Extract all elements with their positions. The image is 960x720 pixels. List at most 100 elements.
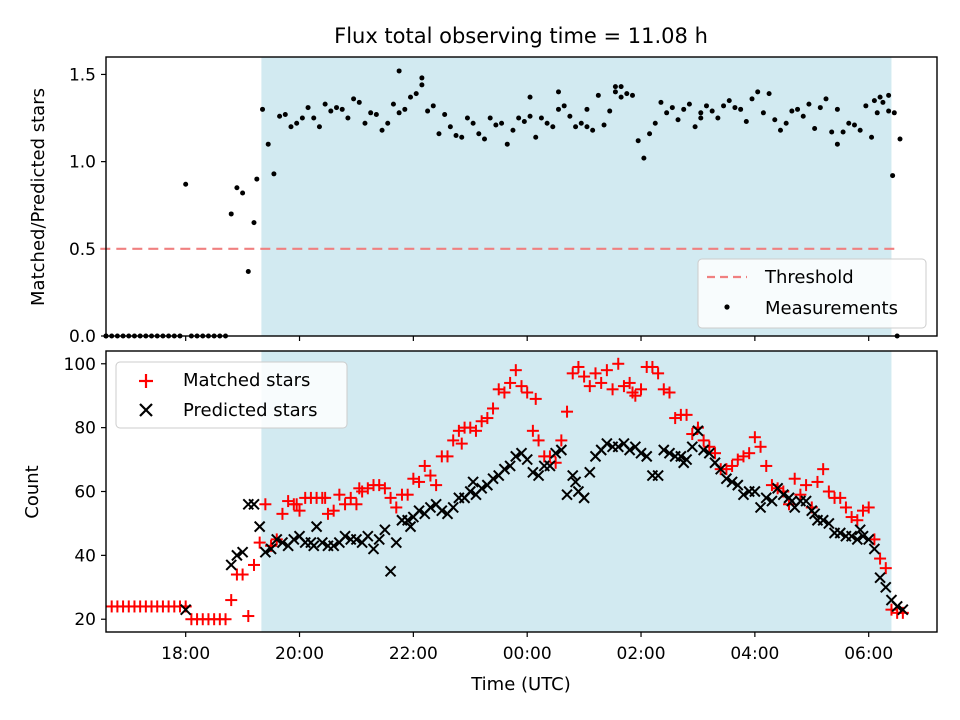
measurement-point xyxy=(328,108,334,114)
counts-legend: Matched stars Predicted stars xyxy=(115,361,348,429)
measurement-point xyxy=(823,96,829,102)
measurement-point xyxy=(834,106,840,112)
predicted-star-point xyxy=(447,501,459,514)
measurement-point xyxy=(703,103,709,109)
matched-star-point xyxy=(868,533,881,546)
measurement-point xyxy=(373,112,379,118)
predicted-star-point xyxy=(464,485,476,498)
measurement-point xyxy=(698,115,704,121)
predicted-star-point xyxy=(777,488,790,501)
measurement-point xyxy=(228,211,234,217)
predicted-star-point xyxy=(498,463,511,475)
measurement-point xyxy=(584,124,590,130)
measurement-point xyxy=(234,185,240,191)
matched-star-point xyxy=(515,380,528,393)
measurement-point xyxy=(851,122,857,128)
predicted-star-point xyxy=(544,460,556,472)
measurement-point xyxy=(612,89,618,95)
measurement-point xyxy=(726,98,732,104)
ratio-y-tick-label: 0.5 xyxy=(69,240,96,260)
predicted-star-point xyxy=(561,488,573,501)
x-tick-label: 00:00 xyxy=(503,644,552,664)
measurement-point xyxy=(664,110,670,116)
matched-star-point xyxy=(862,501,875,514)
predicted-star-point xyxy=(726,476,738,488)
matched-star-point xyxy=(635,383,648,396)
predicted-star-point xyxy=(225,559,237,571)
matched-star-point xyxy=(390,501,403,514)
predicted-star-point xyxy=(350,533,363,546)
matched-star-point xyxy=(623,376,636,389)
matched-star-point xyxy=(543,450,556,463)
counts-y-tick-label: 20 xyxy=(74,610,96,630)
legend-measurements-swatch xyxy=(724,304,730,310)
measurement-point xyxy=(396,68,402,74)
matched-star-point xyxy=(276,507,289,520)
predicted-star-point xyxy=(271,533,283,546)
matched-star-point xyxy=(509,364,522,377)
matched-star-point xyxy=(788,472,801,485)
measurement-point xyxy=(402,106,408,112)
measurement-point xyxy=(777,127,783,133)
predicted-star-point xyxy=(851,533,864,546)
measurement-point xyxy=(675,117,681,123)
measurement-point xyxy=(510,127,516,133)
measurement-point xyxy=(447,124,453,130)
matched-star-point xyxy=(339,498,352,511)
matched-star-point xyxy=(353,482,366,495)
measurement-point xyxy=(658,99,664,105)
measurement-point xyxy=(305,105,311,111)
measurement-point xyxy=(265,141,271,147)
predicted-star-point xyxy=(231,549,243,562)
counts-axis-ticks: 18:00 20:00 22:00 00:00 02:00 04:00 06:00 20 40 6… xyxy=(64,355,894,664)
counts-y-tick-label: 60 xyxy=(74,483,96,503)
predicted-stars-points xyxy=(179,425,909,616)
measurement-point xyxy=(877,94,883,100)
matched-star-point xyxy=(566,367,579,380)
matched-star-point xyxy=(646,360,659,373)
predicted-star-point xyxy=(310,520,323,533)
predicted-star-point xyxy=(475,482,488,495)
predicted-star-point xyxy=(612,441,624,453)
predicted-star-point xyxy=(678,457,690,469)
measurement-point xyxy=(464,115,470,121)
predicted-star-point xyxy=(487,473,499,485)
measurement-point xyxy=(260,106,266,112)
measurement-point xyxy=(755,89,761,95)
predicted-star-point xyxy=(567,469,579,482)
measurement-point xyxy=(890,173,896,179)
matched-star-point xyxy=(430,479,443,492)
predicted-star-point xyxy=(288,533,300,546)
predicted-star-point xyxy=(578,492,590,504)
matched-star-point xyxy=(424,469,437,482)
x-tick-label: 02:00 xyxy=(617,644,666,664)
matched-star-point xyxy=(626,386,639,399)
measurement-point xyxy=(567,113,573,119)
measurement-point xyxy=(686,101,692,107)
matched-star-point xyxy=(259,498,272,511)
measurement-point xyxy=(590,127,596,133)
predicted-star-point xyxy=(663,447,676,459)
measurement-point xyxy=(635,138,641,144)
measurement-point xyxy=(453,132,459,138)
matched-star-point xyxy=(293,504,306,517)
predicted-star-point xyxy=(834,527,846,539)
predicted-star-point xyxy=(467,476,479,488)
measurement-point xyxy=(863,103,869,109)
matched-star-point xyxy=(526,424,539,437)
counts-panel: 18:00 20:00 22:00 00:00 02:00 04:00 06:00 20 40 6… xyxy=(22,350,938,695)
predicted-star-point xyxy=(845,530,858,542)
matched-star-point xyxy=(612,357,625,370)
measurement-point xyxy=(245,268,251,274)
ratio-y-axis-label: Matched/Predicted stars xyxy=(28,88,49,306)
measurement-point xyxy=(766,91,772,97)
measurement-point xyxy=(459,134,465,140)
predicted-star-point xyxy=(555,444,568,456)
measurement-point xyxy=(561,103,567,109)
measurement-point xyxy=(732,105,738,111)
predicted-star-point xyxy=(253,520,266,533)
matched-star-point xyxy=(225,594,238,607)
measurement-point xyxy=(533,134,539,140)
matched-star-point xyxy=(413,475,426,488)
measurement-point xyxy=(419,75,425,81)
